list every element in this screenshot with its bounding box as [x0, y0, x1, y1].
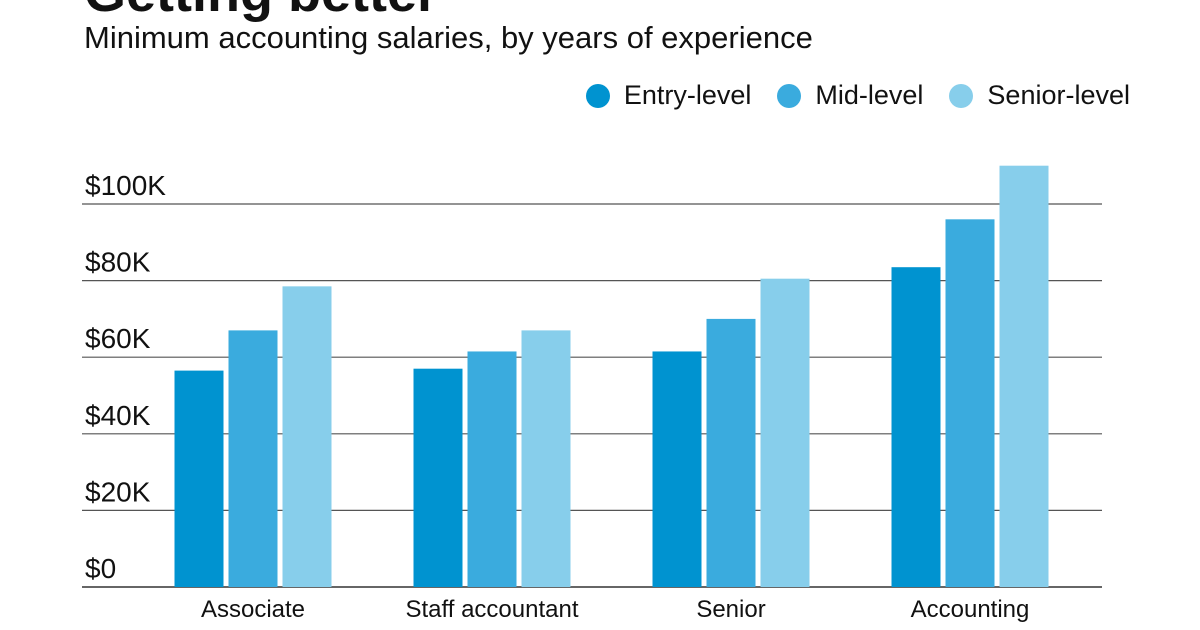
- y-tick-label: $20K: [85, 476, 151, 507]
- y-tick-label: $60K: [85, 323, 151, 354]
- legend-label: Mid-level: [815, 80, 924, 110]
- bar-entry-level: [174, 370, 224, 587]
- bar-mid-level: [228, 330, 278, 587]
- bar-senior-level: [999, 165, 1049, 587]
- bar-entry-level: [413, 368, 463, 587]
- bar-mid-level: [706, 318, 756, 587]
- y-tick-label: $0: [85, 553, 116, 584]
- legend-item-senior: Senior-level: [949, 80, 1130, 111]
- legend-item-mid: Mid-level: [777, 80, 923, 111]
- chart-title: Getting better: [84, 0, 438, 24]
- bar-entry-level: [891, 267, 941, 587]
- x-tick-label: Associate: [201, 596, 305, 623]
- bar-senior-level: [282, 286, 332, 587]
- bar-senior-level: [521, 330, 571, 587]
- x-tick-label: Accounting: [911, 596, 1030, 623]
- legend-label: Senior-level: [987, 80, 1130, 110]
- legend-swatch: [949, 83, 974, 108]
- legend-item-entry: Entry-level: [585, 80, 752, 111]
- x-tick-label: Staff accountant: [405, 596, 578, 623]
- bar-senior-level: [760, 278, 810, 587]
- y-tick-label: $40K: [85, 400, 151, 431]
- y-tick-label: $100K: [85, 170, 166, 201]
- y-tick-label: $80K: [85, 247, 151, 278]
- bar-mid-level: [945, 219, 995, 587]
- chart-subtitle: Minimum accounting salaries, by years of…: [84, 20, 813, 55]
- legend: Entry-level Mid-level Senior-level: [585, 80, 1130, 111]
- legend-swatch: [777, 83, 802, 108]
- x-tick-label: Senior: [696, 596, 765, 623]
- legend-swatch: [585, 83, 610, 108]
- bar-entry-level: [652, 351, 702, 587]
- legend-label: Entry-level: [623, 80, 752, 110]
- bar-mid-level: [467, 351, 517, 587]
